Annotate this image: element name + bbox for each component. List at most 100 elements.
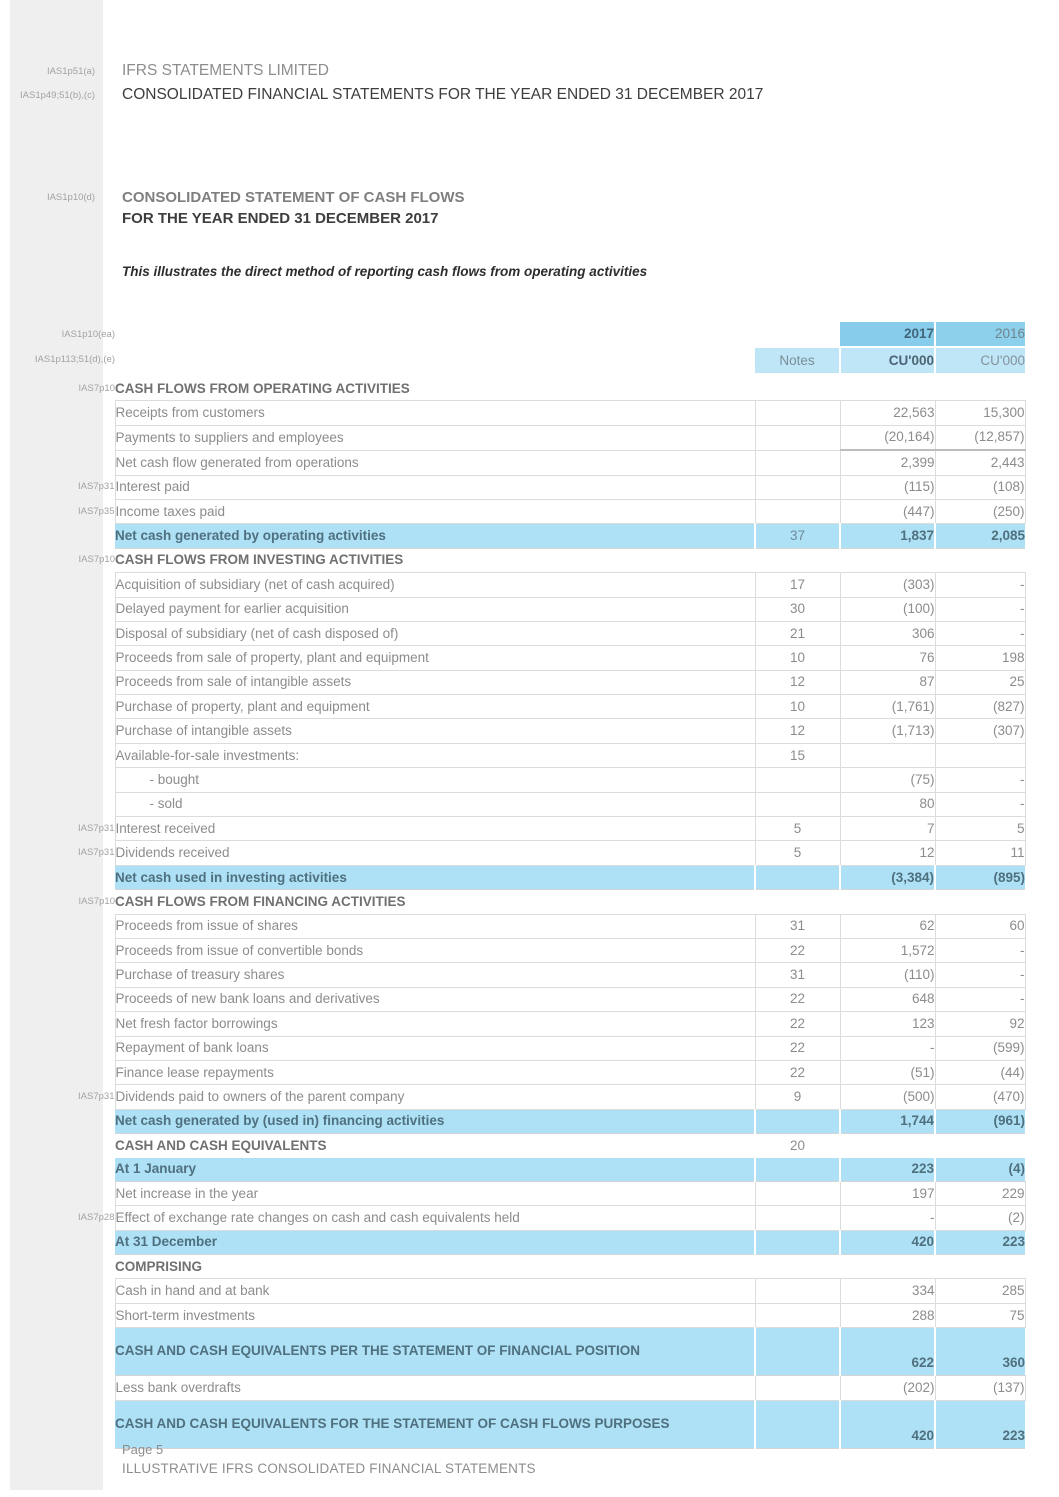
row-label: Less bank overdrafts [114,1375,756,1401]
value-2016 [935,548,1025,572]
note-cell [755,890,840,914]
table-row: Less bank overdrafts (202) (137) [0,1375,1026,1401]
value-2016: 198 [934,645,1026,671]
note-cell: 22 [754,1035,841,1061]
value-2016: 11 [934,840,1026,866]
note-cell [754,865,840,891]
value-2017: - [839,1205,936,1231]
row-label: Finance lease repayments [114,1059,756,1086]
note-cell: 22 [754,937,841,964]
value-2016: 75 [934,1302,1026,1329]
row-label: Acquisition of subsidiary (net of cash a… [114,572,756,598]
table-row: - bought (75) - [0,767,1026,793]
value-2016: 2,085 [934,523,1025,549]
value-2016: - [934,986,1026,1013]
note-cell: 22 [754,986,841,1013]
guidance-ref [0,621,115,645]
table-row: Acquisition of subsidiary (net of cash a… [0,572,1026,598]
table-row: Purchase of intangible assets 12 (1,713) (3… [0,718,1026,744]
document-subtitle: CONSOLIDATED FINANCIAL STATEMENTS FOR TH… [122,86,764,103]
value-2017: 622 [839,1327,935,1377]
left-margin-strip [10,0,103,1490]
row-label: Net fresh factor borrowings [114,1011,756,1037]
value-2016: (4) [934,1157,1025,1182]
cash-flow-table: IAS1p10(ea) 2017 2016 IAS1p113;51(d),(e)… [0,322,1026,1449]
value-2016: - [934,962,1026,988]
value-2017: 420 [839,1400,935,1449]
guidance-ref [0,719,115,743]
table-row: Purchase of treasury shares 31 (110) - [0,962,1026,988]
value-2016: (2) [934,1205,1026,1231]
value-2017 [840,548,935,572]
value-2017 [840,1255,935,1279]
table-row: At 31 December 420 223 [0,1230,1025,1256]
table-row: Proceeds from sale of property, plant an… [0,645,1026,671]
table-row: Available-for-sale investments: 15 [0,742,1026,769]
table-row: Net cash generated by operating activiti… [0,523,1025,549]
value-2016: 5 [934,816,1026,842]
value-2016: (44) [934,1059,1026,1086]
value-2016: 229 [934,1180,1026,1207]
row-label: Interest received [114,816,756,842]
value-2016: (827) [934,694,1026,720]
value-2016: 25 [934,669,1026,696]
note-cell: 21 [754,620,841,647]
guidance-ref: IAS7p35 [78,505,115,517]
value-2017: 76 [839,645,936,671]
row-label: Available-for-sale investments: [114,742,756,769]
value-2017: 420 [839,1230,935,1256]
column-header-2017: 2017 [840,322,935,347]
note-cell [754,791,841,818]
value-2017: (75) [839,767,936,793]
guidance-ref [0,401,115,425]
page-number: Page 5 [122,1442,164,1457]
guidance-ref [0,1012,115,1036]
note-cell [754,1180,841,1207]
value-2016: (137) [934,1375,1026,1401]
row-label: Delayed payment for earlier acquisition [114,596,756,622]
table-row: Purchase of property, plant and equipmen… [0,694,1026,720]
row-label: Disposal of subsidiary (net of cash disp… [114,620,756,647]
table-row: Cash in hand and at bank 334 285 [0,1278,1026,1304]
table-row: IAS7p31 Interest paid (115) (108) [0,474,1026,500]
value-2017 [839,742,936,769]
table-row: IAS7p10 CASH FLOWS FROM FINANCING ACTIVIT… [0,890,1025,914]
guidance-ref [0,597,115,621]
guidance-ref [0,914,115,938]
value-2017 [840,1134,935,1158]
value-2017 [840,890,935,914]
note-cell [754,400,841,426]
value-2017: (1,713) [839,718,936,744]
value-2016: - [934,937,1026,964]
value-2016: 2,443 [934,449,1026,476]
guidance-ref [0,1400,115,1448]
table-row: COMPRISING [0,1255,1025,1279]
table-row: Short-term investments 288 75 [0,1302,1026,1329]
row-label: Purchase of intangible assets [114,718,756,744]
value-2016: 285 [934,1278,1026,1304]
value-2017: (20,164) [839,424,936,451]
guidance-ref: IAS1p113;51(d),(e) [34,354,115,365]
note-cell: 30 [754,596,841,622]
note-cell: 5 [754,816,841,842]
table-row: Proceeds from issue of shares 31 62 60 [0,913,1026,939]
value-2017: 1,837 [839,523,935,549]
guidance-ref: IAS7p10 [78,895,115,907]
method-note: This illustrates the direct method of re… [122,264,648,279]
value-2017: (447) [839,498,936,525]
value-2017: (3,384) [839,865,935,891]
note-cell [754,1302,841,1329]
value-2017: (100) [839,596,936,622]
guidance-ref [0,646,115,670]
cash-flow-table-body: IAS1p10(ea) 2017 2016 IAS1p113;51(d),(e)… [0,322,1026,1449]
value-2016: (470) [934,1084,1026,1110]
value-2017: 197 [839,1180,936,1207]
unit-header-2016: CU'000 [934,346,1025,373]
value-2017: 123 [839,1011,936,1037]
note-cell: 20 [789,1137,806,1153]
note-cell [754,767,841,793]
guidance-ref: IAS7p31 [78,481,115,493]
guidance-ref [0,1255,115,1279]
row-label: Effect of exchange rate changes on cash … [114,1205,756,1231]
value-2017 [840,377,935,401]
